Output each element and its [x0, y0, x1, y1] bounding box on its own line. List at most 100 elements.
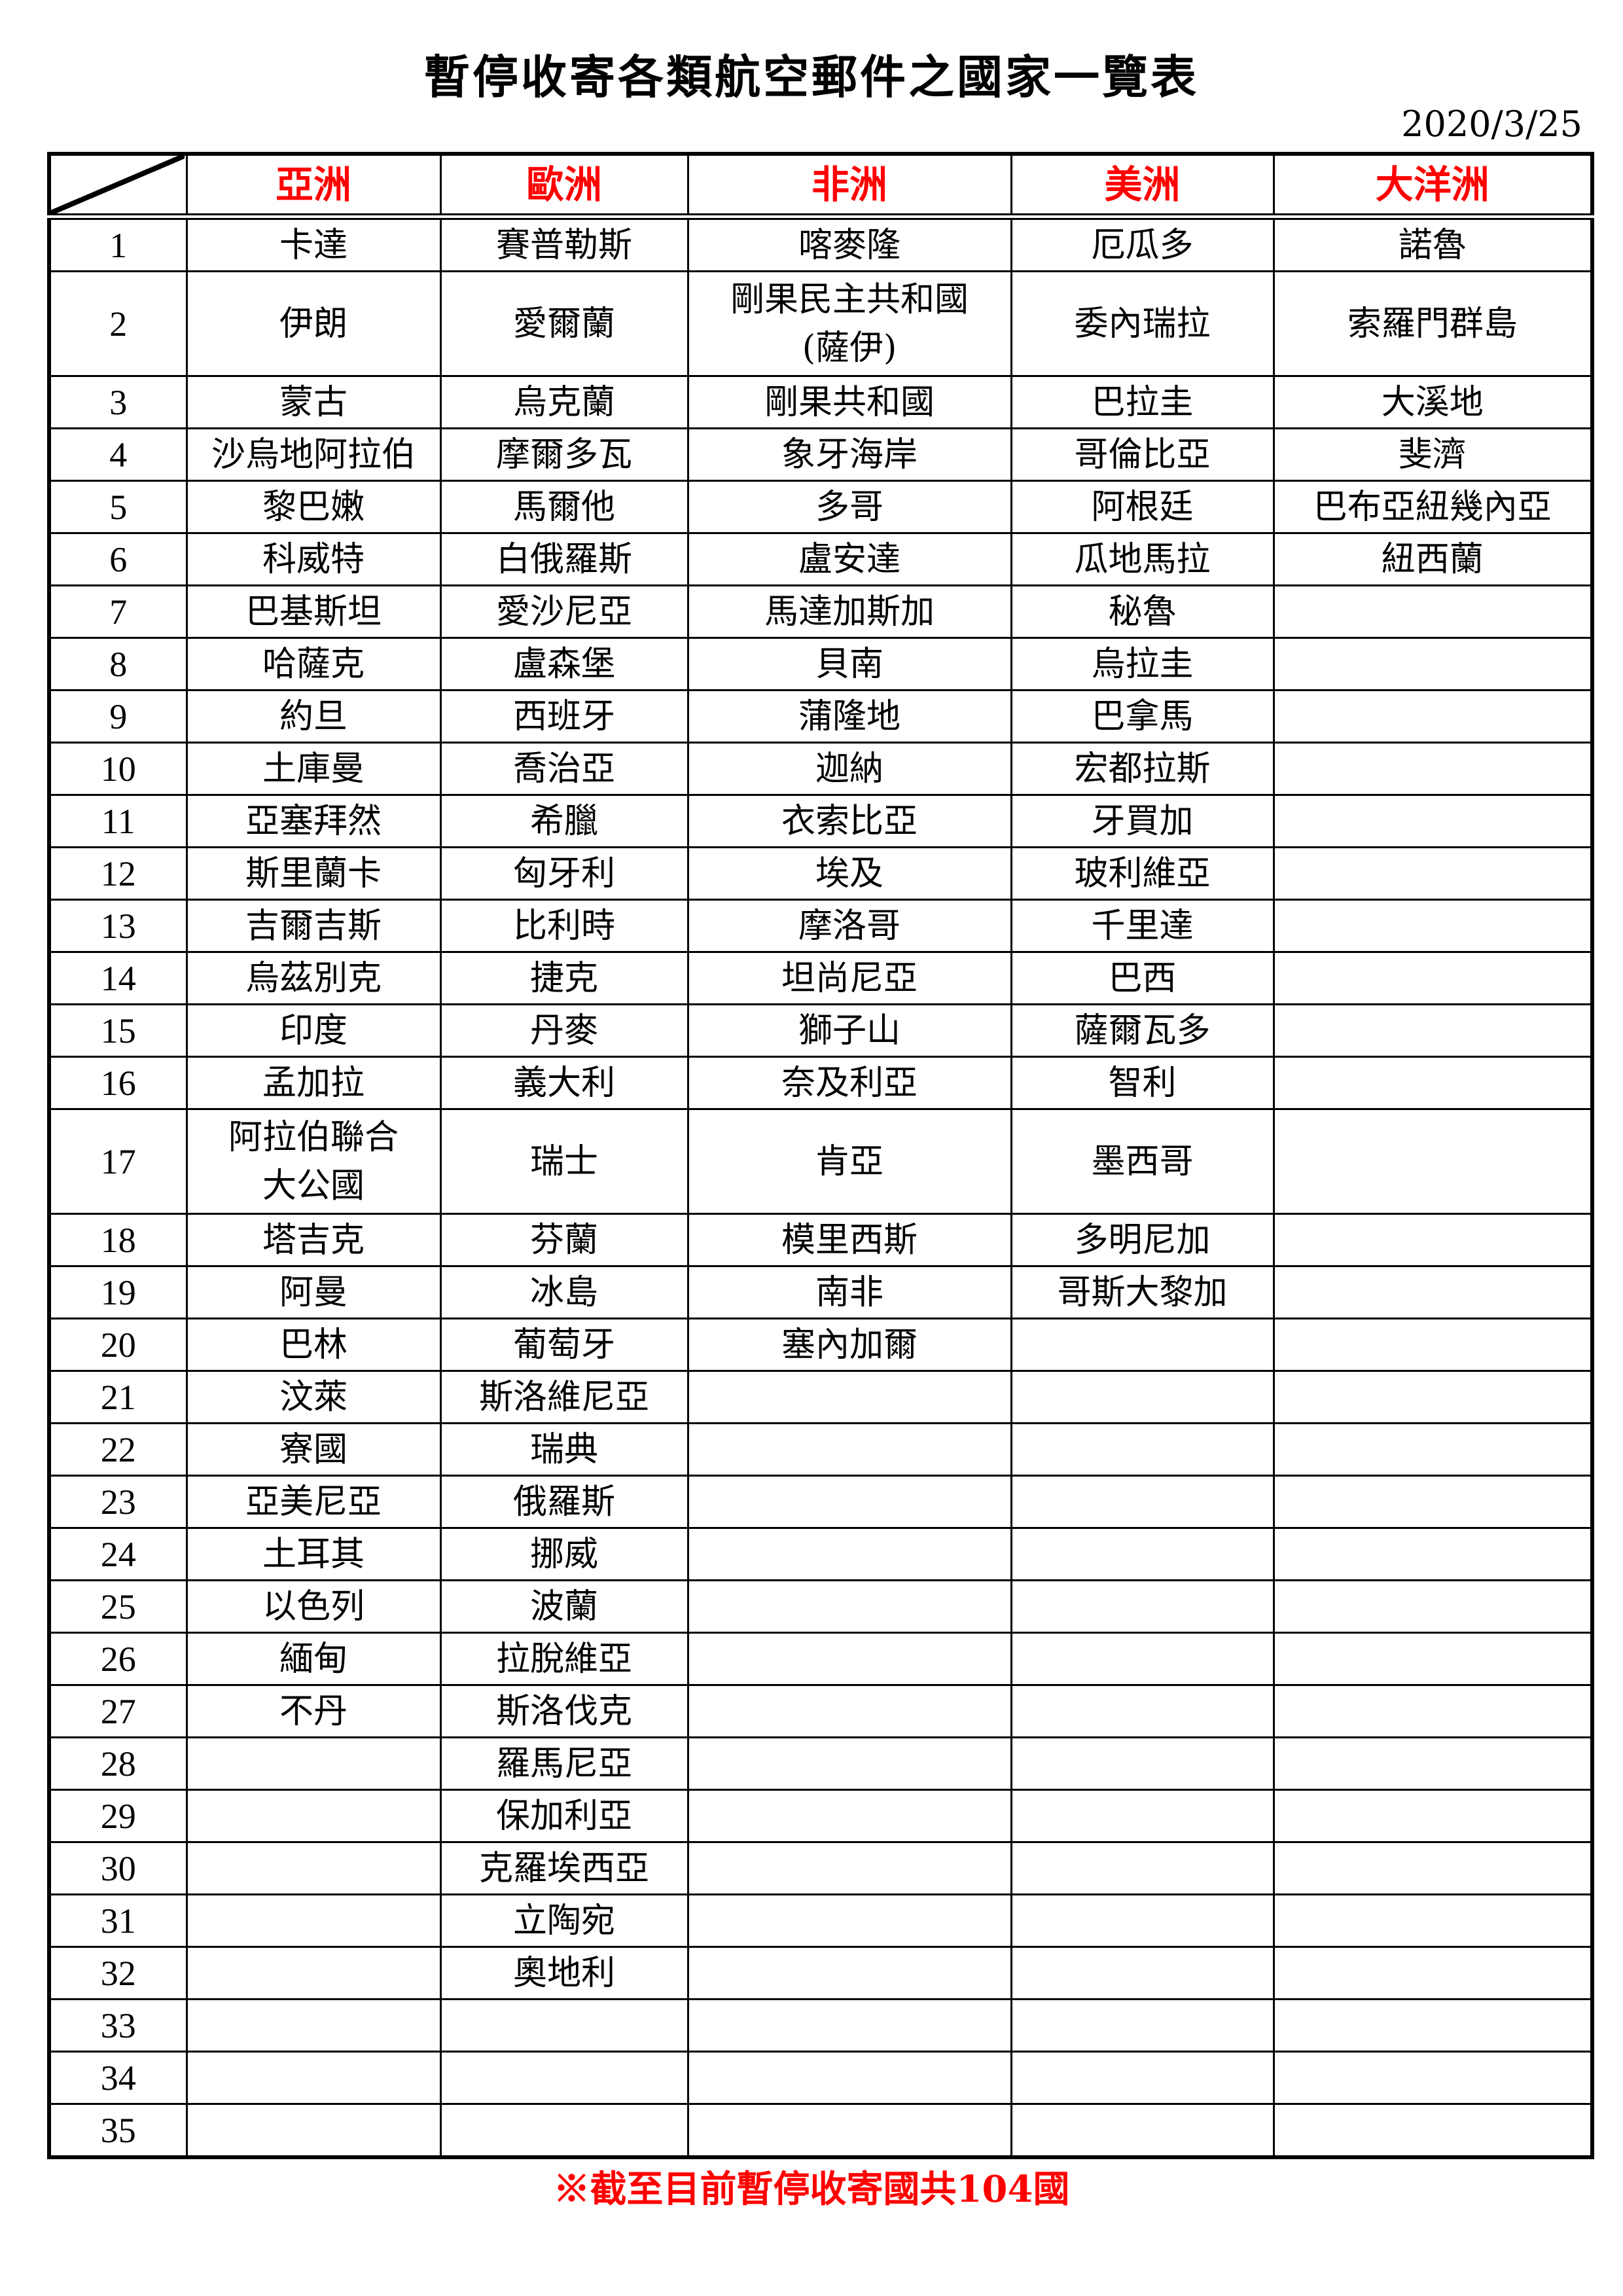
country-cell: 多明尼加: [1010, 1213, 1275, 1267]
row-number: 4: [48, 427, 188, 482]
country-cell: [1010, 1789, 1275, 1843]
document-date: 2020/3/25: [1401, 103, 1582, 145]
country-cell: 羅馬尼亞: [439, 1736, 689, 1791]
row-number: 23: [48, 1475, 188, 1529]
table-row: 30 克羅埃西亞: [48, 1841, 1594, 1895]
row-number: 2: [48, 270, 188, 377]
country-cell: 挪威: [439, 1527, 689, 1581]
country-cell: 義大利: [439, 1056, 689, 1110]
table-row: 23 亞美尼亞 俄羅斯: [48, 1475, 1594, 1529]
country-cell: [687, 1475, 1012, 1529]
country-cell: [1010, 1422, 1275, 1477]
row-number: 15: [48, 1003, 188, 1058]
country-cell: 沙烏地阿拉伯: [185, 427, 442, 482]
country-cell: 巴基斯坦: [185, 584, 442, 639]
table-row: 21 汶萊 斯洛維尼亞: [48, 1370, 1594, 1424]
country-cell: [1272, 1736, 1594, 1791]
table-row: 34: [48, 2051, 1594, 2105]
column-header-africa: 非洲: [687, 152, 1012, 220]
table-row: 25 以色列 波蘭: [48, 1579, 1594, 1634]
row-number: 29: [48, 1789, 188, 1843]
country-cell: 瑞典: [439, 1422, 689, 1477]
country-cell: [439, 2103, 689, 2159]
country-cell: 象牙海岸: [687, 427, 1012, 482]
country-cell: 薩爾瓦多: [1010, 1003, 1275, 1058]
table-row: 32 奧地利: [48, 1946, 1594, 2000]
country-cell: 拉脫維亞: [439, 1632, 689, 1686]
country-cell: [1272, 584, 1594, 639]
row-number: 24: [48, 1527, 188, 1581]
country-cell: [687, 1841, 1012, 1895]
country-cell: 亞美尼亞: [185, 1475, 442, 1529]
row-number: 26: [48, 1632, 188, 1686]
country-cell: 蒲隆地: [687, 689, 1012, 744]
country-cell: [687, 1632, 1012, 1686]
table-row: 14 烏茲別克 捷克 坦尚尼亞 巴西: [48, 951, 1594, 1005]
country-cell: 冰島: [439, 1265, 689, 1319]
country-cell: 索羅門群島: [1272, 270, 1594, 377]
country-cell: [1272, 1789, 1594, 1843]
country-cell: 諾魯: [1272, 215, 1594, 272]
row-number: 19: [48, 1265, 188, 1319]
country-cell: [1272, 899, 1594, 953]
table-row: 5 黎巴嫩 馬爾他 多哥 阿根廷 巴布亞紐幾內亞: [48, 480, 1594, 534]
country-cell: 哥倫比亞: [1010, 427, 1275, 482]
country-cell: 坦尚尼亞: [687, 951, 1012, 1005]
country-cell: [1272, 1422, 1594, 1477]
country-cell: 衣索比亞: [687, 794, 1012, 848]
country-cell: 緬甸: [185, 1632, 442, 1686]
row-number: 12: [48, 846, 188, 901]
country-cell: [185, 1789, 442, 1843]
table-row: 12 斯里蘭卡 匈牙利 埃及 玻利維亞: [48, 846, 1594, 901]
country-cell: 保加利亞: [439, 1789, 689, 1843]
row-number: 1: [48, 215, 188, 272]
country-cell: [687, 2051, 1012, 2105]
country-cell: 獅子山: [687, 1003, 1012, 1058]
table-row: 1 卡達 賽普勒斯 喀麥隆 厄瓜多 諾魯: [48, 215, 1594, 272]
country-cell: [1272, 1265, 1594, 1319]
country-cell: [1272, 1579, 1594, 1634]
country-cell: 玻利維亞: [1010, 846, 1275, 901]
country-cell: 瓜地馬拉: [1010, 532, 1275, 586]
table-row: 16 孟加拉 義大利 奈及利亞 智利: [48, 1056, 1594, 1110]
row-number: 13: [48, 899, 188, 953]
table-row: 19 阿曼 冰島 南非 哥斯大黎加: [48, 1265, 1594, 1319]
country-cell: [1272, 1318, 1594, 1372]
country-cell: 芬蘭: [439, 1213, 689, 1267]
diagonal-corner-cell: [49, 154, 187, 217]
row-number: 27: [48, 1684, 188, 1738]
country-cell: 馬達加斯加: [687, 584, 1012, 639]
country-cell: 烏茲別克: [185, 951, 442, 1005]
country-cell: [1272, 689, 1594, 744]
country-cell: 汶萊: [185, 1370, 442, 1424]
country-cell: 烏拉圭: [1010, 637, 1275, 691]
country-cell: 希臘: [439, 794, 689, 848]
country-cell: [185, 2103, 442, 2159]
country-cell: 丹麥: [439, 1003, 689, 1058]
table-row: 18 塔吉克 芬蘭 模里西斯 多明尼加: [48, 1213, 1594, 1267]
country-cell: [687, 1579, 1012, 1634]
country-cell: 多哥: [687, 480, 1012, 534]
table-row: 7 巴基斯坦 愛沙尼亞 馬達加斯加 秘魯: [48, 584, 1594, 639]
country-cell: 吉爾吉斯: [185, 899, 442, 953]
country-cell: 科威特: [185, 532, 442, 586]
country-cell: [1010, 1632, 1275, 1686]
country-cell: [1272, 1893, 1594, 1948]
row-number: 22: [48, 1422, 188, 1477]
row-number: 21: [48, 1370, 188, 1424]
country-cell: [1272, 1998, 1594, 2053]
country-cell: 千里達: [1010, 899, 1275, 953]
country-cell: 亞塞拜然: [185, 794, 442, 848]
country-cell: 斐濟: [1272, 427, 1594, 482]
table-row: 35: [48, 2103, 1594, 2159]
country-cell: [1272, 846, 1594, 901]
country-cell: 肯亞: [687, 1108, 1012, 1215]
country-cell: [687, 1422, 1012, 1477]
country-cell: [1010, 1370, 1275, 1424]
country-cell: 南非: [687, 1265, 1012, 1319]
table-row: 9 約旦 西班牙 蒲隆地 巴拿馬: [48, 689, 1594, 744]
country-cell: [1272, 2103, 1594, 2159]
table-row: 4 沙烏地阿拉伯 摩爾多瓦 象牙海岸 哥倫比亞 斐濟: [48, 427, 1594, 482]
header-row: 亞洲 歐洲 非洲 美洲 大洋洲: [49, 152, 1594, 220]
country-cell: 阿曼: [185, 1265, 442, 1319]
